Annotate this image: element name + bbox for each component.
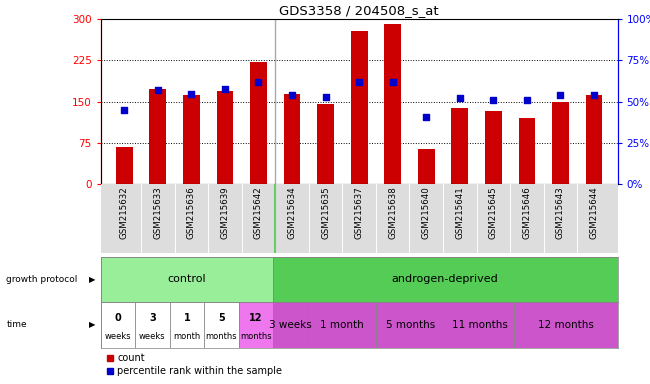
Bar: [101, 301, 135, 348]
Text: time: time: [6, 320, 27, 329]
Text: month: month: [174, 332, 200, 341]
Text: weeks: weeks: [139, 332, 166, 341]
Text: GSM215634: GSM215634: [287, 186, 296, 239]
Text: GSM215637: GSM215637: [355, 186, 363, 239]
Text: GSM215640: GSM215640: [422, 186, 431, 239]
Text: 12 months: 12 months: [538, 320, 593, 330]
Bar: [384, 23, 401, 184]
Text: 1: 1: [183, 313, 190, 323]
Bar: [216, 91, 233, 184]
Bar: [317, 104, 334, 184]
Text: 0: 0: [114, 313, 122, 323]
Bar: [418, 149, 435, 184]
Point: [153, 87, 163, 93]
Bar: [101, 257, 273, 301]
Bar: [552, 102, 569, 184]
Point: [589, 92, 599, 98]
Bar: [150, 89, 166, 184]
Text: GSM215633: GSM215633: [153, 186, 162, 239]
Bar: [586, 95, 603, 184]
Text: GSM215643: GSM215643: [556, 186, 565, 239]
Text: GSM215638: GSM215638: [388, 186, 397, 239]
Bar: [351, 31, 367, 184]
Text: ▶: ▶: [89, 275, 96, 284]
Point: [387, 79, 398, 85]
Text: GSM215641: GSM215641: [455, 186, 464, 239]
Bar: [519, 118, 536, 184]
Bar: [273, 257, 618, 301]
Point: [354, 79, 364, 85]
Text: GSM215645: GSM215645: [489, 186, 498, 239]
Legend: count, percentile rank within the sample: count, percentile rank within the sample: [105, 353, 282, 376]
Point: [488, 97, 499, 103]
Text: 12: 12: [249, 313, 263, 323]
Text: ▶: ▶: [89, 320, 96, 329]
Text: GSM215635: GSM215635: [321, 186, 330, 239]
Point: [421, 114, 432, 120]
Text: GSM215644: GSM215644: [590, 186, 599, 239]
Bar: [307, 301, 376, 348]
Bar: [514, 301, 617, 348]
Text: 3 weeks: 3 weeks: [269, 320, 311, 330]
Point: [320, 94, 331, 100]
Bar: [170, 301, 204, 348]
Bar: [445, 301, 514, 348]
Bar: [250, 62, 267, 184]
Bar: [135, 301, 170, 348]
Point: [119, 107, 129, 113]
Bar: [183, 95, 200, 184]
Bar: [239, 301, 273, 348]
Point: [186, 91, 196, 97]
Text: 3: 3: [149, 313, 156, 323]
Point: [220, 86, 230, 92]
Bar: [204, 301, 239, 348]
Point: [254, 79, 264, 85]
Point: [454, 95, 465, 101]
Bar: [116, 147, 133, 184]
Bar: [273, 301, 307, 348]
Text: androgen-deprived: androgen-deprived: [392, 275, 499, 285]
Text: 5 months: 5 months: [386, 320, 436, 330]
Text: GSM215636: GSM215636: [187, 186, 196, 239]
Bar: [283, 94, 300, 184]
Title: GDS3358 / 204508_s_at: GDS3358 / 204508_s_at: [280, 3, 439, 17]
Bar: [451, 108, 468, 184]
Text: GSM215632: GSM215632: [120, 186, 129, 239]
Text: weeks: weeks: [105, 332, 131, 341]
Text: control: control: [168, 275, 206, 285]
Point: [522, 97, 532, 103]
Text: 5: 5: [218, 313, 225, 323]
Bar: [485, 111, 502, 184]
Text: GSM215639: GSM215639: [220, 186, 229, 239]
Text: months: months: [240, 332, 272, 341]
Text: GSM215642: GSM215642: [254, 186, 263, 239]
Text: 11 months: 11 months: [452, 320, 508, 330]
Point: [555, 92, 566, 98]
Bar: [376, 301, 445, 348]
Text: 1 month: 1 month: [320, 320, 364, 330]
Text: growth protocol: growth protocol: [6, 275, 78, 284]
Text: months: months: [205, 332, 237, 341]
Point: [287, 92, 297, 98]
Text: GSM215646: GSM215646: [523, 186, 532, 239]
